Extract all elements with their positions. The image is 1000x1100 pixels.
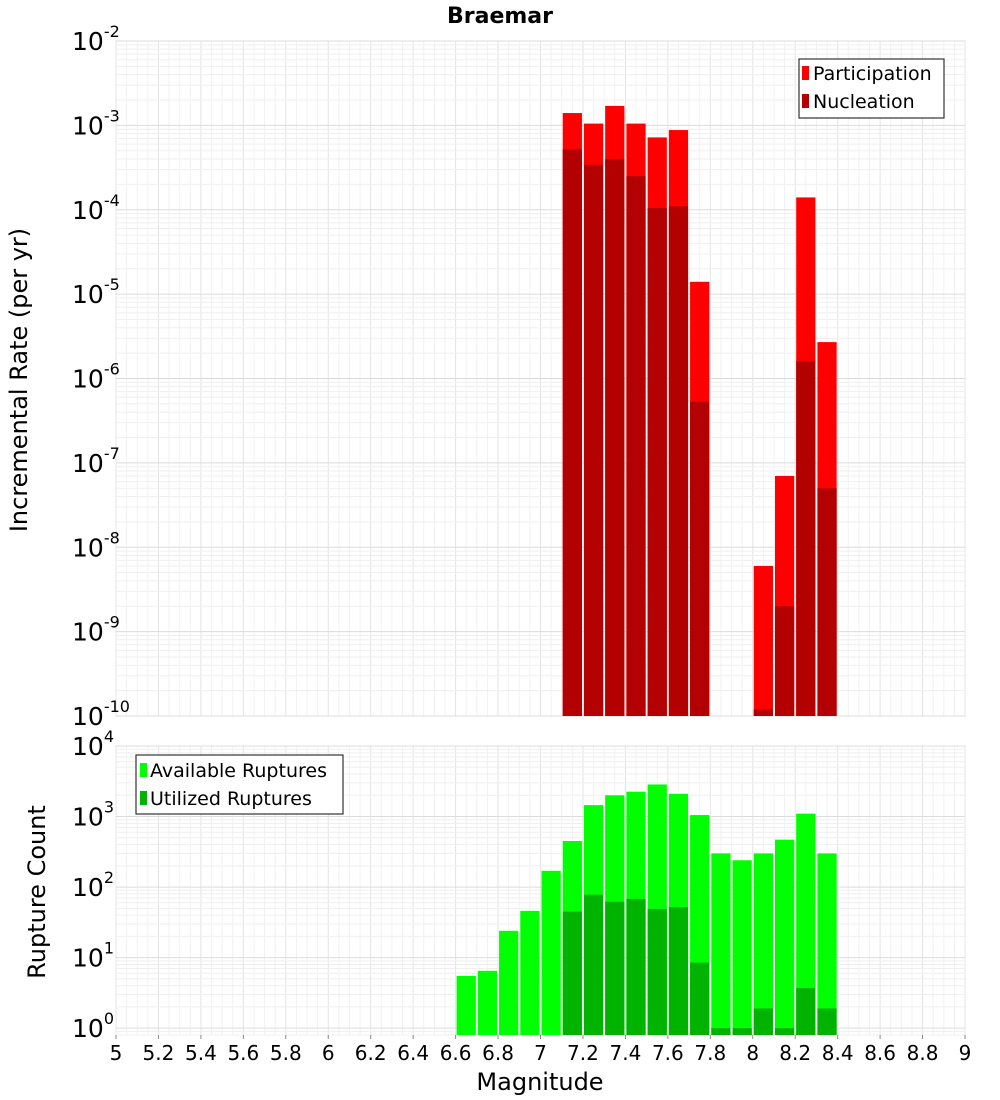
x-tick-label: 8.2 <box>779 1041 811 1065</box>
rate-bar-s2 <box>605 158 625 717</box>
count-bar-s1 <box>711 853 731 1035</box>
utilized-swatch <box>140 791 147 805</box>
x-tick-label: 7.4 <box>609 1041 641 1065</box>
rate-bar-s2 <box>562 149 582 716</box>
rate-gridlines <box>115 40 966 717</box>
participation-legend-label: Participation <box>813 63 932 85</box>
x-tick-label: 7.6 <box>652 1041 684 1065</box>
rate-y-tick-label: 10-4 <box>72 191 120 225</box>
rate-bar-s2 <box>796 361 816 716</box>
count-bar-s2 <box>626 898 646 1035</box>
x-tick-label: 5.6 <box>227 1041 259 1065</box>
x-tick-label: 6.4 <box>397 1041 429 1065</box>
count-bar-s2 <box>711 1028 731 1035</box>
x-tick-label: 6.2 <box>355 1041 387 1065</box>
x-tick-label: 8.4 <box>822 1041 854 1065</box>
count-y-axis-label: Rupture Count <box>23 805 51 979</box>
count-bar-s2 <box>753 1008 773 1035</box>
count-y-tick-label: 100 <box>72 1009 114 1043</box>
rate-legend: Participation Nucleation <box>798 58 945 119</box>
chart-title: Braemar <box>447 4 553 29</box>
count-bar-s2 <box>562 911 582 1035</box>
x-tick-label: 6.6 <box>440 1041 472 1065</box>
nucleation-swatch <box>802 94 809 108</box>
count-bar-s2 <box>817 1008 837 1035</box>
x-tick-label: 5.8 <box>270 1041 302 1065</box>
count-bar-s1 <box>499 930 519 1035</box>
utilized-legend-label: Utilized Ruptures <box>150 788 312 810</box>
rate-bar-s2 <box>817 488 837 716</box>
count-y-tick-label: 103 <box>72 798 114 832</box>
x-tick-label: 8 <box>746 1041 759 1065</box>
rate-bars <box>562 105 837 717</box>
rate-y-tick-label: 10-9 <box>72 613 120 647</box>
x-tick-label: 7.2 <box>567 1041 599 1065</box>
count-bar-s2 <box>732 1028 752 1035</box>
magnitude-x-ticks: 5 5.2 5.4 5.6 5.8 6 6.2 6.4 6.6 6.8 7 7.2 7.4 7.6 7.8 8… <box>110 1035 972 1065</box>
rate-bar-s2 <box>753 709 773 716</box>
count-bars <box>456 784 837 1035</box>
rate-legend-box <box>798 58 945 119</box>
x-tick-label: 6.8 <box>482 1041 514 1065</box>
count-bar-s2 <box>796 988 816 1035</box>
count-bar-s1 <box>774 839 795 1035</box>
count-y-ticks: 100 101 102 103 104 <box>72 727 114 1043</box>
count-y-tick-label: 104 <box>72 727 114 761</box>
count-bar-s1 <box>456 975 476 1035</box>
count-bar-s2 <box>583 894 604 1035</box>
available-legend-label: Available Ruptures <box>150 760 327 782</box>
count-gridlines <box>115 745 966 1036</box>
count-legend: Available Ruptures Utilized Ruptures <box>135 754 344 815</box>
count-bar-s1 <box>477 970 498 1035</box>
rate-y-tick-label: 10-8 <box>72 528 120 562</box>
count-bar-s1 <box>541 870 561 1035</box>
count-bar-s1 <box>732 860 752 1035</box>
x-tick-label: 7.8 <box>694 1041 726 1065</box>
x-axis-label: Magnitude <box>476 1068 603 1096</box>
rate-bar-s2 <box>668 206 689 716</box>
x-tick-label: 7 <box>534 1041 547 1065</box>
rate-bar-s1 <box>753 565 773 716</box>
x-tick-label: 5.4 <box>185 1041 217 1065</box>
rate-bar-s2 <box>583 164 604 716</box>
count-bar-s1 <box>520 910 540 1035</box>
x-tick-label: 9 <box>959 1041 972 1065</box>
count-panel: 100 101 102 103 104 5 5.2 5.4 5.6 5.8 6 6.2 6.4 6.6 6… <box>23 727 971 1096</box>
count-bar-s2 <box>647 908 667 1035</box>
count-bar-s2 <box>774 1028 795 1035</box>
rate-y-tick-label: 10-6 <box>72 360 120 394</box>
available-swatch <box>140 763 147 777</box>
rate-y-tick-label: 10-3 <box>72 106 120 140</box>
x-tick-label: 5.2 <box>143 1041 175 1065</box>
rate-bar-s2 <box>690 401 710 716</box>
rate-y-tick-label: 10-2 <box>72 22 120 56</box>
count-legend-box <box>135 754 344 815</box>
rate-bar-s2 <box>626 176 646 716</box>
x-tick-label: 5 <box>110 1041 123 1065</box>
count-y-tick-label: 102 <box>72 868 114 902</box>
count-bar-s1 <box>796 813 816 1035</box>
rate-y-axis-label: Incremental Rate (per yr) <box>5 228 33 532</box>
nucleation-legend-label: Nucleation <box>813 91 915 113</box>
rate-bar-s2 <box>774 606 795 716</box>
count-bar-s2 <box>605 901 625 1035</box>
count-bar-s1 <box>817 853 837 1035</box>
count-bar-s2 <box>690 962 710 1035</box>
count-y-tick-label: 101 <box>72 939 114 973</box>
x-tick-label: 8.8 <box>907 1041 939 1065</box>
x-tick-label: 8.6 <box>864 1041 896 1065</box>
participation-swatch <box>802 66 809 80</box>
x-tick-label: 6 <box>322 1041 335 1065</box>
rate-y-ticks: 10-10 10-9 10-8 10-7 10-6 10-5 10-4 10-3 10-2 <box>72 22 130 731</box>
rate-y-tick-label: 10-7 <box>72 444 120 478</box>
count-bar-s2 <box>668 907 689 1035</box>
count-bar-s1 <box>753 853 773 1035</box>
rate-y-tick-label: 10-10 <box>72 697 130 731</box>
rate-panel: 10-10 10-9 10-8 10-7 10-6 10-5 10-4 10-3 10-2 In… <box>5 22 966 731</box>
rate-y-tick-label: 10-5 <box>72 275 120 309</box>
rate-bar-s2 <box>647 207 667 716</box>
